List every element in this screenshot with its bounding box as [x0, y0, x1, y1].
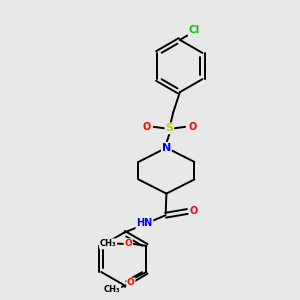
Text: O: O: [124, 239, 132, 248]
Text: Cl: Cl: [188, 25, 200, 35]
Text: O: O: [127, 278, 135, 287]
Text: CH₃: CH₃: [104, 285, 121, 294]
Text: CH₃: CH₃: [100, 239, 116, 248]
Text: N: N: [162, 143, 171, 153]
Text: O: O: [142, 122, 150, 132]
Text: O: O: [190, 206, 198, 216]
Text: S: S: [165, 123, 173, 134]
Text: HN: HN: [136, 218, 152, 228]
Text: O: O: [188, 122, 197, 132]
